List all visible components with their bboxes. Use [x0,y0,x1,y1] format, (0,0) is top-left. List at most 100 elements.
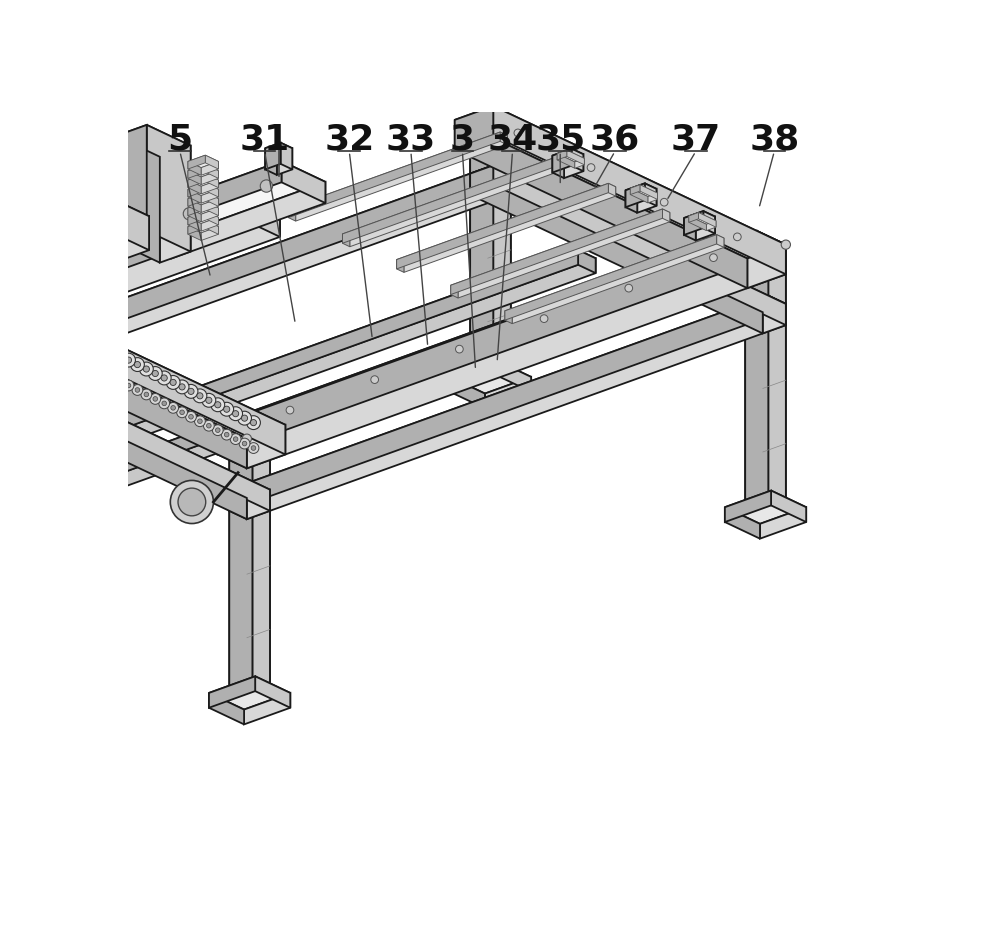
Polygon shape [0,546,15,580]
Polygon shape [188,208,201,222]
Circle shape [247,416,260,429]
Circle shape [90,339,96,345]
Polygon shape [61,252,74,262]
Circle shape [63,325,69,332]
Polygon shape [244,693,290,725]
Circle shape [143,366,149,372]
Polygon shape [39,250,578,459]
Circle shape [122,353,135,367]
Circle shape [36,312,42,319]
Circle shape [72,330,78,337]
Polygon shape [265,143,292,153]
Circle shape [96,367,107,378]
Circle shape [251,446,256,451]
Polygon shape [706,221,716,231]
Circle shape [286,407,294,414]
Polygon shape [201,226,218,240]
Polygon shape [763,274,786,515]
Polygon shape [0,165,511,367]
Polygon shape [147,125,191,252]
Circle shape [7,266,13,271]
Polygon shape [0,266,2,275]
Circle shape [489,101,498,110]
Polygon shape [342,158,554,243]
Circle shape [77,331,91,345]
Circle shape [193,389,207,403]
Polygon shape [265,143,281,169]
Circle shape [64,255,71,261]
Circle shape [6,295,19,309]
Polygon shape [703,211,715,234]
Polygon shape [188,180,201,194]
Circle shape [19,330,24,334]
Polygon shape [552,149,583,161]
Circle shape [9,299,16,305]
Circle shape [78,358,89,368]
Circle shape [43,259,49,265]
Polygon shape [229,490,247,519]
Polygon shape [116,125,147,242]
Polygon shape [209,693,244,725]
Polygon shape [485,377,531,409]
Polygon shape [768,295,786,325]
Polygon shape [288,132,507,211]
Polygon shape [201,208,218,222]
Polygon shape [128,217,171,258]
Circle shape [107,214,115,222]
Polygon shape [205,155,218,169]
Polygon shape [229,452,252,693]
Polygon shape [188,193,218,205]
Polygon shape [557,151,584,162]
Polygon shape [575,158,584,168]
Circle shape [86,336,100,349]
Polygon shape [505,310,512,324]
Circle shape [10,325,15,330]
Polygon shape [608,183,616,196]
Circle shape [184,384,198,398]
Circle shape [250,420,257,425]
Polygon shape [95,216,118,261]
Polygon shape [500,132,507,145]
Polygon shape [40,194,75,220]
Polygon shape [564,154,583,178]
Polygon shape [296,136,507,221]
Circle shape [79,252,85,259]
Circle shape [215,402,221,408]
Circle shape [21,263,27,269]
Text: 3: 3 [450,122,475,156]
Polygon shape [684,211,703,235]
Polygon shape [698,212,716,227]
Circle shape [32,309,46,323]
Circle shape [125,357,132,363]
Polygon shape [0,286,285,439]
Circle shape [36,260,42,266]
Circle shape [186,411,196,423]
Polygon shape [18,261,30,269]
Circle shape [52,344,62,355]
Polygon shape [128,161,282,237]
Circle shape [248,442,259,453]
Polygon shape [188,193,205,207]
Polygon shape [109,283,648,492]
Polygon shape [626,191,637,213]
Polygon shape [689,212,716,224]
Circle shape [55,348,59,352]
Circle shape [45,317,51,323]
Text: 34: 34 [487,122,538,156]
Polygon shape [251,194,280,237]
Polygon shape [745,266,786,282]
Polygon shape [188,202,218,214]
Polygon shape [747,245,786,288]
Circle shape [18,304,24,309]
Circle shape [189,414,193,419]
Polygon shape [92,469,109,492]
Circle shape [197,393,203,399]
Polygon shape [95,205,149,227]
Circle shape [625,284,633,292]
Polygon shape [717,235,724,248]
Circle shape [108,374,113,379]
Polygon shape [0,265,9,274]
Circle shape [139,362,153,376]
Polygon shape [76,251,88,259]
Polygon shape [0,174,511,389]
